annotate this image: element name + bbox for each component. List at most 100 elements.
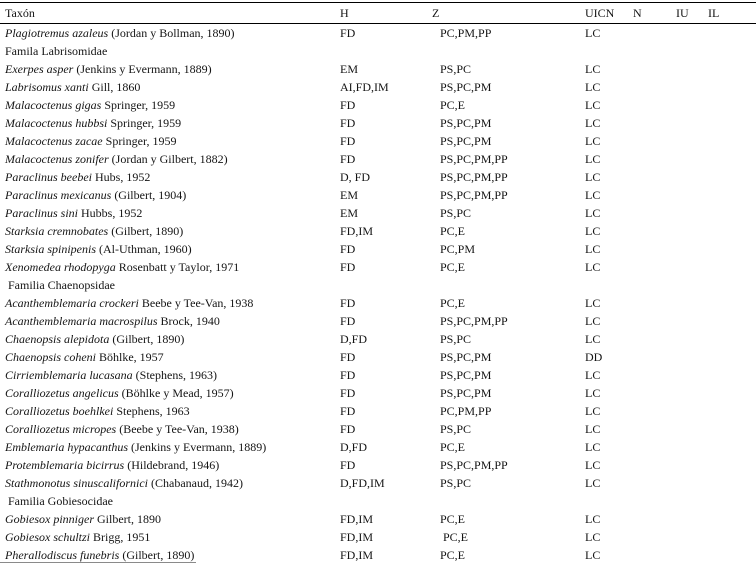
taxon-cell: Cirriemblemaria lucasana (Stephens, 1963… xyxy=(0,366,340,384)
zone-cell: PS,PC,PM xyxy=(440,116,492,130)
il-cell xyxy=(708,294,756,312)
iu-cell xyxy=(676,366,708,384)
habitat-cell: FD,IM xyxy=(340,224,374,238)
iu-cell xyxy=(676,132,708,150)
taxon-scientific-name: Acanthemblemaria crockeri xyxy=(5,296,139,310)
habitat-cell: FD xyxy=(340,296,356,310)
il-cell xyxy=(708,168,756,186)
table-row: Cirriemblemaria lucasana (Stephens, 1963… xyxy=(0,366,756,384)
habitat-cell: D,FD,IM xyxy=(340,476,385,490)
n-cell xyxy=(633,546,676,564)
il-cell xyxy=(708,546,756,564)
iu-cell xyxy=(676,420,708,438)
taxon-cell: Gobiesox schultzi Brigg, 1951 xyxy=(0,528,340,546)
iu-cell xyxy=(676,510,708,528)
uicn-status-cell: LC xyxy=(585,224,601,238)
iu-cell xyxy=(676,528,708,546)
taxon-authority: (Jordan y Bollman, 1890) xyxy=(111,26,235,40)
uicn-status-cell: LC xyxy=(585,62,601,76)
taxon-scientific-name: Chaenopsis coheni xyxy=(5,350,96,364)
zone-cell: PC,E xyxy=(440,224,466,238)
taxon-scientific-name: Coralliozetus angelicus xyxy=(5,386,119,400)
taxon-authority: Gill, 1860 xyxy=(91,80,141,94)
taxon-scientific-name: Paraclinus mexicanus xyxy=(5,188,112,202)
taxon-cell: Acanthemblemaria crockeri Beebe y Tee-Va… xyxy=(0,294,340,312)
zone-cell: PS,PC,PM xyxy=(440,386,492,400)
taxon-cell: Chaenopsis alepidota (Gilbert, 1890) xyxy=(0,330,340,348)
table-row: Malacoctenus zonifer (Jordan y Gilbert, … xyxy=(0,150,756,168)
uicn-status-cell: LC xyxy=(585,548,601,562)
taxon-cell: Acanthemblemaria macrospilus Brock, 1940 xyxy=(0,312,340,330)
habitat-cell: FD,IM xyxy=(340,530,374,544)
zone-cell: PS,PC,PM,PP xyxy=(440,458,508,472)
taxon-cell: Labrisomus xanti Gill, 1860 xyxy=(0,78,340,96)
habitat-cell: D, FD xyxy=(340,170,371,184)
n-cell xyxy=(633,60,676,78)
family-header-cell: Familia Chaenopsidae xyxy=(5,278,115,292)
taxon-cell: Xenomedea rhodopyga Rosenbatt y Taylor, … xyxy=(0,258,340,276)
column-header-taxon: Taxón xyxy=(5,6,35,20)
zone-cell: PC,E xyxy=(440,296,466,310)
taxon-scientific-name: Protemblemaria bicirrus xyxy=(5,458,125,472)
taxon-authority: Rosenbatt y Taylor, 1971 xyxy=(118,260,240,274)
il-cell xyxy=(708,456,756,474)
iu-cell xyxy=(676,204,708,222)
n-cell xyxy=(633,510,676,528)
taxon-authority: (Chabanaud, 1942) xyxy=(151,476,243,490)
n-cell xyxy=(633,222,676,240)
table-row: Protemblemaria bicirrus (Hildebrand, 194… xyxy=(0,456,756,474)
il-cell xyxy=(708,510,756,528)
taxon-authority: (Gilbert, 1890) xyxy=(111,224,184,238)
habitat-cell: AI,FD,IM xyxy=(340,80,389,94)
n-cell xyxy=(633,474,676,492)
uicn-status-cell: LC xyxy=(585,98,601,112)
table-row-family: Familia Gobiesocidae xyxy=(0,492,756,510)
n-cell xyxy=(633,438,676,456)
taxon-cell: Starksia cremnobates (Gilbert, 1890) xyxy=(0,222,340,240)
table-row: Paraclinus beebei Hubs, 1952 D, FD PS,PC… xyxy=(0,168,756,186)
il-cell xyxy=(708,60,756,78)
taxon-scientific-name: Gobiesox pinniger xyxy=(5,512,94,526)
column-header-h: H xyxy=(340,6,349,20)
il-cell xyxy=(708,240,756,258)
taxon-authority: (Gilbert, 1904) xyxy=(114,188,187,202)
n-cell xyxy=(633,528,676,546)
taxon-authority: Springer, 1959 xyxy=(105,134,177,148)
table-row: Coralliozetus micropes (Beebe y Tee-Van,… xyxy=(0,420,756,438)
taxon-cell: Starksia spinipenis (Al-Uthman, 1960) xyxy=(0,240,340,258)
taxon-scientific-name: Paraclinus beebei xyxy=(5,170,92,184)
iu-cell xyxy=(676,456,708,474)
taxon-cell: Malacoctenus hubbsi Springer, 1959 xyxy=(0,114,340,132)
iu-cell xyxy=(676,546,708,564)
n-cell xyxy=(633,240,676,258)
taxon-scientific-name: Chaenopsis alepidota xyxy=(5,332,110,346)
taxon-cell: Chaenopsis coheni Böhlke, 1957 xyxy=(0,348,340,366)
taxon-cell: Coralliozetus angelicus (Böhlke y Mead, … xyxy=(0,384,340,402)
il-cell xyxy=(708,96,756,114)
iu-cell xyxy=(676,114,708,132)
uicn-status-cell: DD xyxy=(585,350,603,364)
taxon-authority: (Gilbert, 1890) xyxy=(122,548,195,562)
table-row: Plagiotremus azaleus (Jordan y Bollman, … xyxy=(0,24,756,42)
il-cell xyxy=(708,366,756,384)
il-cell xyxy=(708,150,756,168)
table-row: Exerpes asper (Jenkins y Evermann, 1889)… xyxy=(0,60,756,78)
column-header-uicn: UICN xyxy=(585,6,615,20)
taxon-scientific-name: Acanthemblemaria macrospilus xyxy=(5,314,158,328)
n-cell xyxy=(633,24,676,42)
zone-cell: PS,PC,PM,PP xyxy=(440,152,508,166)
taxon-scientific-name: Exerpes asper xyxy=(5,62,74,76)
n-cell xyxy=(633,312,676,330)
iu-cell xyxy=(676,402,708,420)
il-cell xyxy=(708,348,756,366)
taxon-scientific-name: Plagiotremus azaleus xyxy=(5,26,109,40)
taxon-cell: Malacoctenus gigas Springer, 1959 xyxy=(0,96,340,114)
zone-cell: PS,PC xyxy=(440,476,472,490)
il-cell xyxy=(708,330,756,348)
zone-cell: PC,PM,PP xyxy=(440,26,492,40)
taxon-scientific-name: Starksia spinipenis xyxy=(5,242,97,256)
table-row: Chaenopsis coheni Böhlke, 1957 FD PS,PC,… xyxy=(0,348,756,366)
taxon-scientific-name: Xenomedea rhodopyga xyxy=(5,260,116,274)
iu-cell xyxy=(676,150,708,168)
